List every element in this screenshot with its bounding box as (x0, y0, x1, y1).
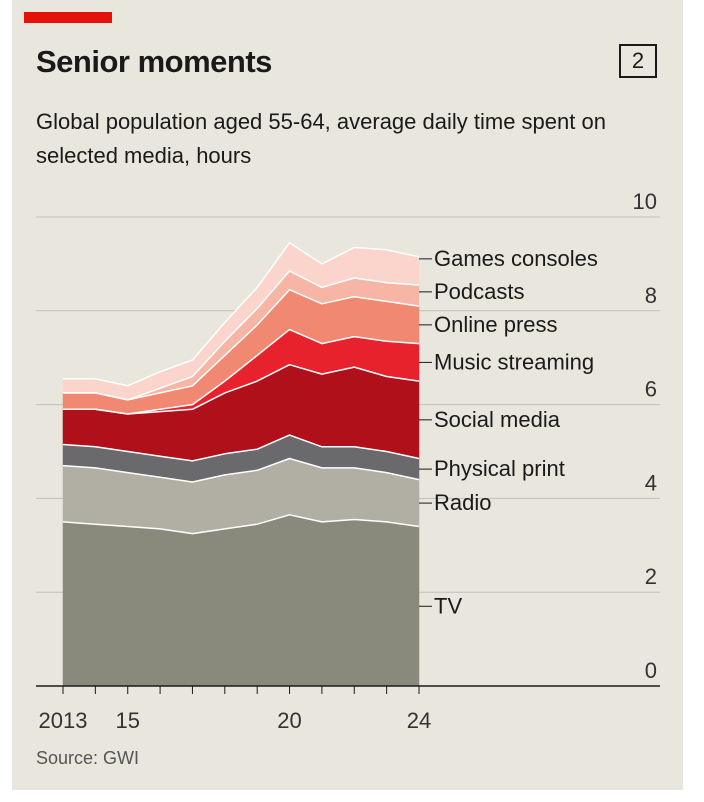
separator-podcasts (63, 270, 420, 401)
series-label-games-consoles: Games consoles (434, 246, 598, 271)
chart-subtitle: Global population aged 55-64, average da… (36, 109, 606, 168)
y-tick-label-4: 4 (645, 470, 657, 495)
chart-number-badge: 2 (619, 44, 657, 78)
separator-physical-print (62, 434, 420, 462)
separator-radio (62, 457, 420, 483)
series-label-podcasts: Podcasts (434, 279, 525, 304)
series-labels: TV Radio Physical print Social media Music s… (419, 246, 598, 618)
x-axis: 2013 15 20 24 (36, 685, 660, 733)
separator-games-consoles (63, 242, 420, 387)
y-tick-label-2: 2 (645, 564, 657, 589)
series-label-tv: TV (434, 593, 462, 618)
areas (62, 242, 420, 687)
x-tick-label-20: 20 (277, 708, 301, 733)
y-tick-label-0: 0 (645, 658, 657, 683)
series-separators (62, 242, 420, 535)
separator-tv (62, 514, 420, 535)
series-label-social-media: Social media (434, 407, 561, 432)
y-tick-label-10: 10 (633, 189, 657, 214)
x-tick-label-15: 15 (115, 708, 139, 733)
chart-title: Senior moments (36, 44, 272, 79)
series-label-music-streaming: Music streaming (434, 349, 594, 374)
series-label-online-press: Online press (434, 312, 558, 337)
x-tick-label-2013: 2013 (39, 708, 88, 733)
red-tag-decoration (24, 12, 112, 23)
y-tick-label-6: 6 (645, 377, 657, 402)
separator-music-streaming (63, 328, 420, 415)
source-note: Source: GWI (36, 748, 140, 768)
y-tick-label-8: 8 (645, 283, 657, 308)
series-label-physical-print: Physical print (434, 456, 565, 481)
x-tick-label-24: 24 (407, 708, 431, 733)
area-tv (62, 514, 420, 687)
series-label-radio: Radio (434, 490, 491, 515)
y-axis-labels: 0 2 4 6 8 10 (633, 189, 657, 683)
